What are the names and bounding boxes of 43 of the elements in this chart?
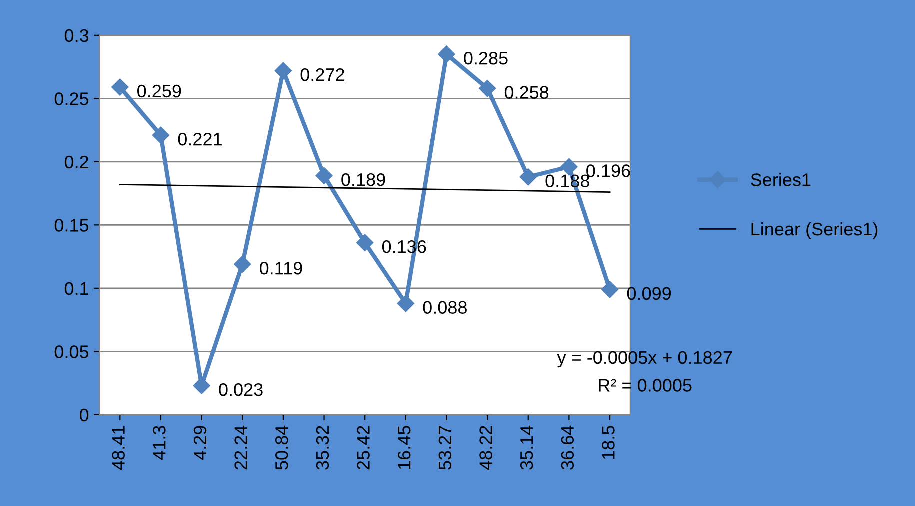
point [274,62,292,80]
point [438,46,456,63]
point [316,167,333,184]
x-tick-label: 48.22 [480,426,492,470]
x-tick-label: 25.42 [357,426,370,470]
y-tick-label: 0 [80,408,89,422]
point [479,80,496,98]
data-label: 0.088 [423,301,467,314]
data-label: 0.221 [178,132,222,146]
data-label: 0.023 [219,383,263,396]
x-tick-label: 48.41 [112,426,125,470]
x-tick-label: 18.5 [602,426,615,460]
x-tick-label: 35.32 [316,426,330,470]
data-label: 0.119 [260,262,302,275]
point [560,158,578,176]
y-tick-label: 0.3 [64,29,89,42]
data-label: 0.272 [300,68,344,82]
y-tick-label: 0.1 [64,282,88,296]
y-tick-label: 0.05 [54,346,89,358]
legend-label: Series1 [751,173,811,186]
point [397,295,414,312]
x-tick-label: 36.64 [561,426,574,470]
data-label: 0.189 [342,173,386,186]
point [234,256,252,273]
x-tick-label: 16.45 [398,426,411,470]
x-tick-label: 41.3 [153,426,166,460]
point [520,168,537,186]
data-label: 0.285 [464,52,508,65]
y-tick-label: 0.15 [54,219,89,232]
legend-label: Linear (Series1) [752,222,878,240]
x-tick-label: 53.27 [438,426,452,470]
y-tick-label: 0.25 [54,92,89,106]
data-label: 0.259 [138,84,182,98]
x-tick-label: 4.29 [194,426,207,460]
y-tick-label: 0.2 [64,156,88,169]
point [356,234,374,252]
data-label: 0.258 [504,86,549,99]
x-tick-label: 22.24 [234,426,248,470]
x-tick-label: 50.84 [276,426,288,470]
point [112,78,129,96]
x-tick-label: 35.14 [520,426,534,470]
point [601,281,619,298]
point [152,126,170,144]
